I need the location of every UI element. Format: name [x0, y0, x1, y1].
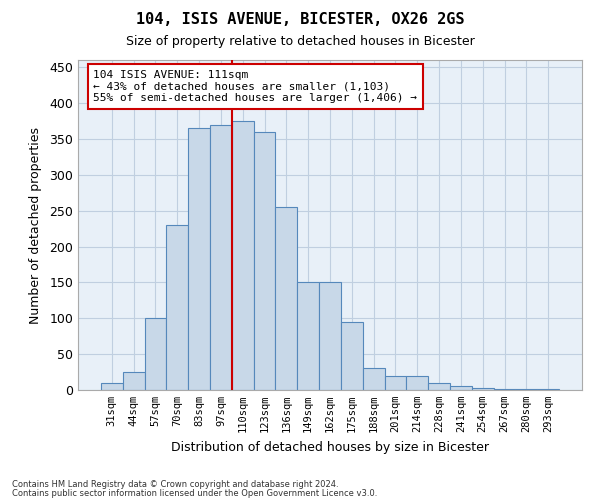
Text: 104 ISIS AVENUE: 111sqm
← 43% of detached houses are smaller (1,103)
55% of semi: 104 ISIS AVENUE: 111sqm ← 43% of detache…	[93, 70, 417, 103]
Bar	[275, 207, 297, 390]
Bar	[472, 388, 494, 390]
Text: Contains HM Land Registry data © Crown copyright and database right 2024.: Contains HM Land Registry data © Crown c…	[12, 480, 338, 489]
Bar	[188, 128, 210, 390]
Bar	[385, 376, 406, 390]
Text: Contains public sector information licensed under the Open Government Licence v3: Contains public sector information licen…	[12, 489, 377, 498]
Y-axis label: Number of detached properties: Number of detached properties	[29, 126, 43, 324]
Bar	[210, 124, 232, 390]
Text: 104, ISIS AVENUE, BICESTER, OX26 2GS: 104, ISIS AVENUE, BICESTER, OX26 2GS	[136, 12, 464, 28]
Bar	[254, 132, 275, 390]
Bar	[101, 383, 123, 390]
Bar	[319, 282, 341, 390]
Bar	[363, 368, 385, 390]
Bar	[123, 372, 145, 390]
Bar	[341, 322, 363, 390]
Bar	[450, 386, 472, 390]
Bar	[428, 383, 450, 390]
Bar	[166, 225, 188, 390]
Bar	[232, 121, 254, 390]
Bar	[297, 282, 319, 390]
Bar	[494, 388, 515, 390]
Bar	[406, 376, 428, 390]
Text: Size of property relative to detached houses in Bicester: Size of property relative to detached ho…	[125, 35, 475, 48]
X-axis label: Distribution of detached houses by size in Bicester: Distribution of detached houses by size …	[171, 440, 489, 454]
Bar	[145, 318, 166, 390]
